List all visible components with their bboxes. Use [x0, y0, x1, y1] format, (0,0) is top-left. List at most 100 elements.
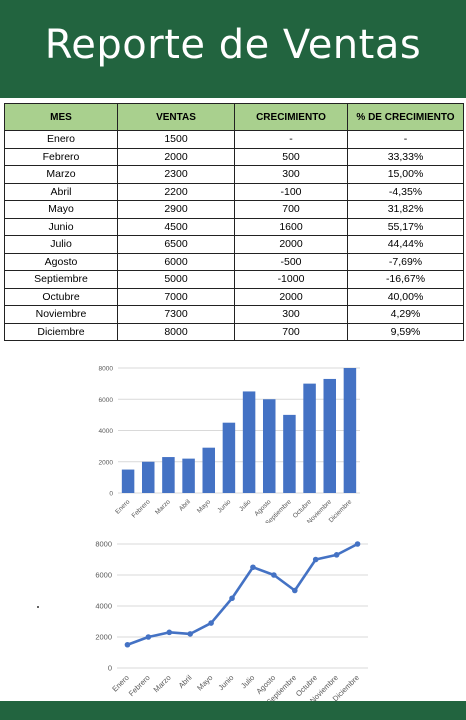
cell-mes: Septiembre: [4, 270, 118, 289]
table-row: Septiembre 5000 -1000 -16,67%: [4, 270, 464, 289]
bar: [242, 391, 256, 493]
header-banner: Reporte de Ventas: [0, 0, 466, 98]
cell-crecimiento: 700: [234, 322, 348, 341]
data-point: [229, 595, 235, 602]
cell-ventas: 5000: [117, 270, 235, 289]
y-tick-label: 2000: [99, 459, 114, 466]
cell-porcentaje: 44,44%: [347, 235, 464, 254]
cell-porcentaje: 15,00%: [347, 165, 464, 184]
cell-crecimiento: 300: [234, 305, 348, 324]
bar: [283, 414, 296, 493]
cell-porcentaje: 55,17%: [347, 217, 464, 236]
data-point: [187, 631, 194, 637]
x-tick-label: Junio: [216, 498, 232, 514]
cell-crecimiento: 500: [234, 147, 348, 166]
cell-mes: Marzo: [4, 165, 118, 184]
x-tick-label: Mayo: [196, 498, 212, 514]
cell-ventas: 2000: [117, 147, 235, 166]
y-tick-label: 8000: [95, 540, 112, 549]
cell-crecimiento: -1000: [234, 270, 348, 289]
column-header-porcentaje: % DE CRECIMIENTO: [347, 103, 464, 131]
cell-mes: Noviembre: [4, 305, 118, 324]
bar: [262, 399, 276, 493]
cell-crecimiento: -500: [234, 252, 348, 271]
bar: [121, 469, 135, 493]
cell-ventas: 8000: [117, 322, 235, 341]
x-tick-label: Febrero: [131, 498, 152, 519]
table-row: Mayo 2900 700 31,82%: [4, 200, 464, 219]
cell-ventas: 6000: [117, 252, 235, 271]
table-row: Agosto 6000 -500 -7,69%: [4, 252, 464, 271]
table-row: Abril 2200 -100 -4,35%: [4, 182, 464, 201]
cell-mes: Mayo: [4, 200, 118, 219]
cell-ventas: 2900: [117, 200, 235, 219]
cell-porcentaje: -4,35%: [347, 182, 464, 201]
cell-mes: Junio: [4, 217, 118, 236]
bar: [222, 422, 236, 493]
data-point: [333, 552, 340, 558]
x-tick-label: Julio: [239, 673, 256, 690]
y-tick-label: 4000: [95, 602, 112, 611]
bar-chart: 0 2000 4000 6000 8000 Enero Febrero Marzo Abril M…: [99, 366, 360, 523]
bar: [343, 368, 357, 493]
cell-ventas: 2300: [117, 165, 235, 184]
bar: [202, 447, 216, 493]
table-row: Octubre 7000 2000 40,00%: [4, 287, 464, 306]
x-tick-label: Agosto: [253, 498, 273, 518]
x-tick-label: Mayo: [195, 673, 214, 692]
bar: [303, 383, 316, 493]
x-tick-label: Enero: [114, 498, 131, 515]
cell-ventas: 2200: [117, 182, 235, 201]
y-tick-label: 4000: [99, 428, 114, 435]
cell-mes: Abril: [4, 182, 118, 201]
page-title: Reporte de Ventas: [44, 22, 422, 68]
cell-porcentaje: -: [347, 130, 464, 149]
column-header-mes: MES: [4, 103, 118, 131]
y-tick-label: 2000: [95, 633, 112, 642]
x-tick-label: Junio: [216, 673, 235, 692]
table-row: Marzo 2300 300 15,00%: [4, 165, 464, 184]
data-point: [291, 587, 298, 594]
cell-porcentaje: 9,59%: [347, 322, 464, 341]
cell-crecimiento: 2000: [234, 287, 348, 306]
x-tick-label: Abril: [177, 673, 194, 690]
cell-ventas: 7000: [117, 287, 235, 306]
data-point: [354, 541, 361, 547]
cell-crecimiento: 700: [234, 200, 348, 219]
x-tick-label: Febrero: [127, 673, 152, 698]
data-point: [271, 572, 277, 578]
cell-crecimiento: 300: [234, 165, 348, 184]
cell-mes: Octubre: [4, 287, 118, 306]
footer-band: [0, 701, 466, 720]
cell-mes: Agosto: [4, 252, 118, 271]
bar: [182, 458, 195, 493]
bar: [323, 378, 337, 493]
cell-mes: Diciembre: [4, 322, 118, 341]
y-tick-label: 6000: [99, 397, 114, 404]
data-point: [250, 564, 256, 571]
cell-crecimiento: -100: [234, 182, 348, 201]
cell-crecimiento: 2000: [234, 235, 348, 254]
cell-ventas: 7300: [117, 305, 235, 324]
data-point: [166, 629, 173, 636]
y-tick-label: 0: [109, 491, 113, 498]
table-row: Diciembre 8000 700 9,59%: [4, 322, 464, 341]
table-row: Febrero 2000 500 33,33%: [4, 147, 464, 166]
cell-mes: Julio: [4, 235, 118, 254]
cell-porcentaje: 31,82%: [347, 200, 464, 219]
table-row: Enero 1500- -: [4, 130, 464, 149]
cell-ventas: 1500: [117, 130, 235, 149]
series-line: [127, 542, 359, 646]
x-tick-label: Abril: [178, 498, 193, 513]
cell-ventas: 4500: [117, 217, 235, 236]
cell-porcentaje: 33,33%: [347, 147, 464, 166]
y-tick-label: 8000: [99, 366, 114, 373]
table-row: Julio 6500 2000 44,44%: [4, 235, 464, 254]
cell-mes: Enero: [4, 130, 118, 149]
data-point: [124, 641, 131, 648]
data-point: [208, 620, 214, 626]
table-row: Junio 4500 1600 55,17%: [4, 217, 464, 236]
cell-porcentaje: 40,00%: [347, 287, 464, 306]
x-tick-label: Julio: [238, 498, 253, 513]
cell-crecimiento: 1600: [234, 217, 348, 236]
